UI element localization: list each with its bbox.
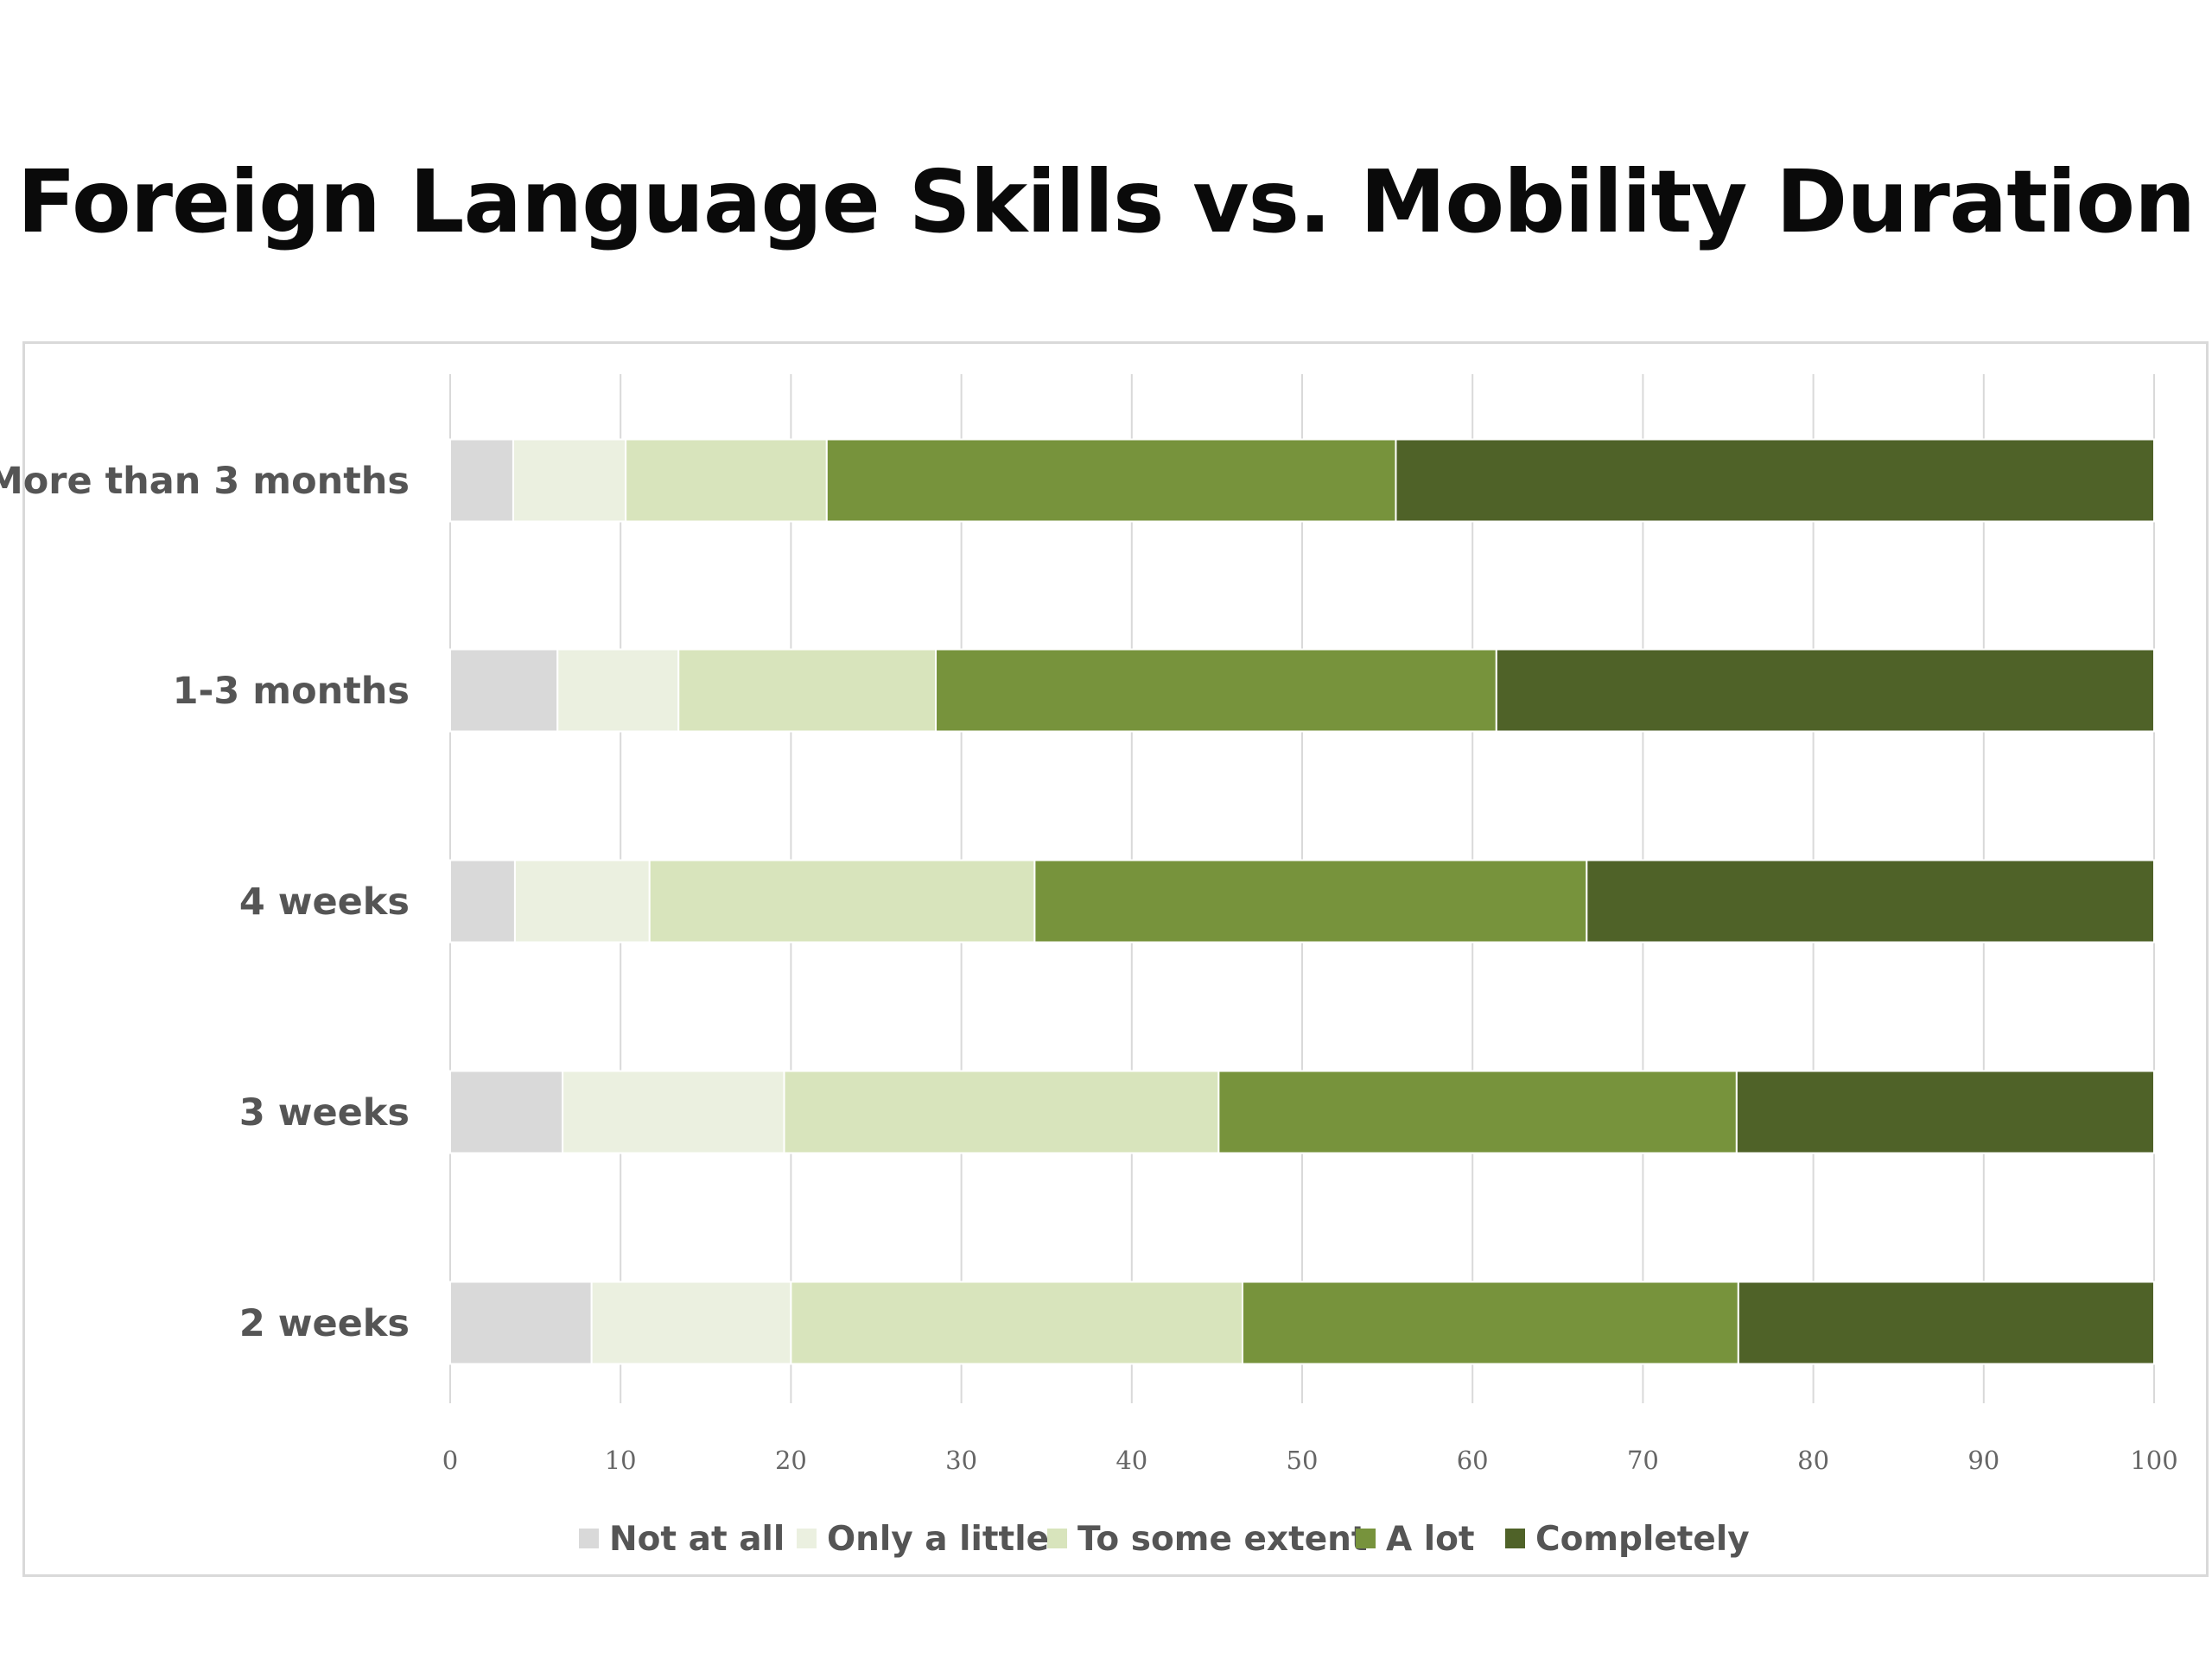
legend-swatch-4 — [1356, 1529, 1376, 1548]
bar-1-3 — [625, 438, 828, 523]
legend: Not at all Only a little To some extent A l… — [579, 1520, 1750, 1559]
bar-5-2 — [590, 1281, 792, 1365]
bar-3-3 — [648, 859, 1036, 944]
category-label: 4 weeks — [239, 880, 410, 924]
category-labels: More than 3 months 1-3 months 4 weeks 3 wee… — [0, 460, 410, 1345]
bar-5-1 — [449, 1281, 593, 1365]
bar-5-5 — [1737, 1281, 2156, 1365]
bar-2-1 — [449, 648, 559, 733]
x-tick-label: 90 — [1967, 1446, 1999, 1475]
x-tick-label: 60 — [1457, 1446, 1489, 1475]
bar-4-1 — [449, 1070, 564, 1154]
bar-2-4 — [935, 648, 1497, 733]
bar-1-5 — [1395, 438, 2155, 523]
bar-4-3 — [783, 1070, 1220, 1154]
bar-1-2 — [512, 438, 627, 523]
category-label: 3 weeks — [239, 1091, 410, 1135]
chart-frame — [22, 341, 2209, 1577]
x-tick-label: 80 — [1797, 1446, 1829, 1475]
legend-label: To some extent — [1077, 1520, 1368, 1559]
bar-3-2 — [513, 859, 651, 944]
legend-label: Only a little — [827, 1520, 1049, 1559]
bar-2-5 — [1495, 648, 2155, 733]
x-tick-label: 0 — [442, 1446, 458, 1475]
legend-label: Not at all — [609, 1520, 785, 1559]
x-tick-label: 10 — [605, 1446, 637, 1475]
bar-3-5 — [1586, 859, 2155, 944]
bar-2-2 — [556, 648, 680, 733]
bar-2-3 — [677, 648, 938, 733]
bar-1-4 — [825, 438, 1397, 523]
bar-4-2 — [562, 1070, 785, 1154]
bar-3-1 — [449, 859, 516, 944]
x-tick-label: 100 — [2130, 1446, 2177, 1475]
x-tick-label: 20 — [775, 1446, 807, 1475]
bar-5-4 — [1241, 1281, 1739, 1365]
legend-swatch-2 — [797, 1529, 817, 1548]
x-tick-labels: 0 10 20 30 40 50 60 70 80 90 100 — [442, 1446, 2178, 1475]
x-tick-label: 50 — [1287, 1446, 1319, 1475]
chart-title: Foreign Language Skills vs. Mobility Dur… — [16, 151, 2196, 252]
category-label: 2 weeks — [239, 1302, 410, 1345]
legend-swatch-3 — [1047, 1529, 1067, 1548]
legend-label: Completely — [1535, 1520, 1750, 1559]
x-tick-label: 40 — [1116, 1446, 1147, 1475]
bar-4-5 — [1735, 1070, 2155, 1154]
legend-swatch-1 — [579, 1529, 599, 1548]
bar-3-4 — [1033, 859, 1588, 944]
category-label: 1-3 months — [173, 670, 410, 713]
legend-label: A lot — [1386, 1520, 1475, 1559]
category-label: More than 3 months — [0, 460, 410, 503]
legend-swatch-5 — [1505, 1529, 1525, 1548]
bar-5-3 — [790, 1281, 1243, 1365]
bar-segments — [449, 438, 2156, 1365]
bar-4-4 — [1217, 1070, 1738, 1154]
x-tick-label: 70 — [1627, 1446, 1659, 1475]
bar-1-1 — [449, 438, 514, 523]
x-tick-label: 30 — [945, 1446, 977, 1475]
